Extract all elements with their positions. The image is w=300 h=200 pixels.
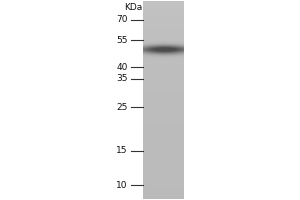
Text: 70: 70 — [116, 15, 128, 24]
Text: 35: 35 — [116, 74, 128, 83]
Text: 10: 10 — [116, 181, 128, 190]
Text: 15: 15 — [116, 146, 128, 155]
Text: 55: 55 — [116, 36, 128, 45]
Text: KDa: KDa — [124, 3, 142, 12]
Text: 25: 25 — [116, 103, 128, 112]
Text: 40: 40 — [116, 63, 128, 72]
